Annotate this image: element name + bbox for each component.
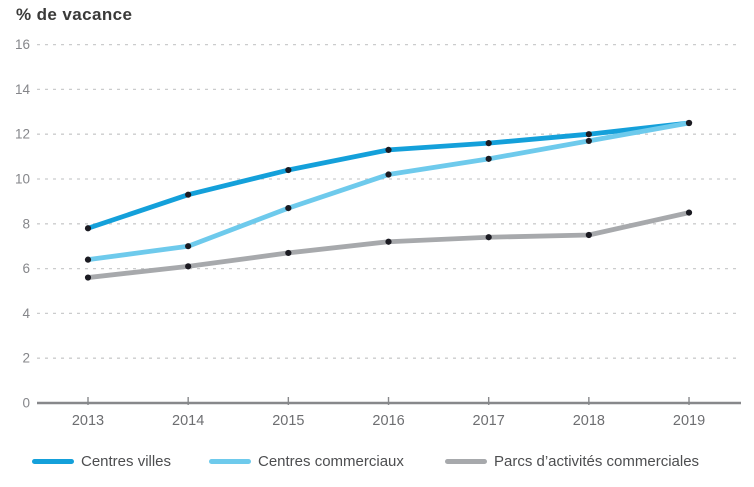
y-tick-label: 4 bbox=[22, 306, 30, 321]
chart-title: % de vacance bbox=[16, 5, 133, 24]
x-tick-label: 2014 bbox=[172, 413, 204, 429]
x-tick-label: 2015 bbox=[272, 413, 304, 429]
y-tick-label: 6 bbox=[22, 261, 30, 276]
data-point bbox=[685, 209, 693, 216]
data-point bbox=[185, 263, 192, 270]
data-point bbox=[84, 225, 92, 232]
legend-swatch-centres-villes bbox=[32, 458, 74, 464]
data-point bbox=[685, 119, 693, 127]
x-tick-label: 2017 bbox=[473, 413, 505, 429]
data-point bbox=[185, 191, 192, 198]
x-tick-label: 2016 bbox=[372, 413, 404, 429]
data-point bbox=[485, 155, 492, 162]
data-point bbox=[285, 205, 292, 212]
y-tick-label: 8 bbox=[22, 216, 30, 231]
data-point bbox=[385, 171, 392, 178]
y-tick-label: 2 bbox=[22, 351, 30, 366]
legend-label-parcs-activites: Parcs d’activités commerciales bbox=[494, 452, 700, 470]
data-point bbox=[485, 234, 492, 241]
y-tick-label: 16 bbox=[15, 37, 30, 52]
data-point bbox=[84, 256, 92, 263]
data-point bbox=[185, 243, 192, 250]
y-tick-label: 12 bbox=[15, 127, 30, 142]
x-tick-label: 2018 bbox=[573, 413, 605, 429]
data-point bbox=[485, 140, 492, 147]
x-tick-label: 2013 bbox=[72, 413, 104, 429]
legend-swatch-centres-commerciaux bbox=[209, 458, 251, 464]
data-point bbox=[585, 231, 592, 239]
data-point bbox=[385, 238, 392, 245]
legend-swatch-parcs-activites bbox=[445, 458, 487, 464]
data-point bbox=[585, 131, 592, 138]
legend-label-centres-villes: Centres villes bbox=[81, 452, 172, 470]
data-point bbox=[285, 249, 292, 257]
legend-item-centres-commerciaux: Centres commerciaux bbox=[209, 451, 404, 471]
x-tick-label: 2019 bbox=[673, 413, 705, 429]
data-point bbox=[385, 146, 392, 153]
data-point bbox=[285, 166, 292, 174]
legend-label-centres-commerciaux: Centres commerciaux bbox=[258, 452, 404, 470]
y-tick-label: 14 bbox=[15, 82, 31, 97]
series-line-2 bbox=[85, 210, 692, 280]
y-tick-label: 0 bbox=[22, 396, 30, 411]
y-tick-label: 10 bbox=[15, 172, 30, 187]
data-point bbox=[84, 274, 92, 281]
data-point bbox=[585, 137, 592, 145]
legend-item-centres-villes: Centres villes bbox=[32, 451, 171, 471]
legend-item-parcs-activites: Parcs d’activités commerciales bbox=[445, 451, 699, 471]
